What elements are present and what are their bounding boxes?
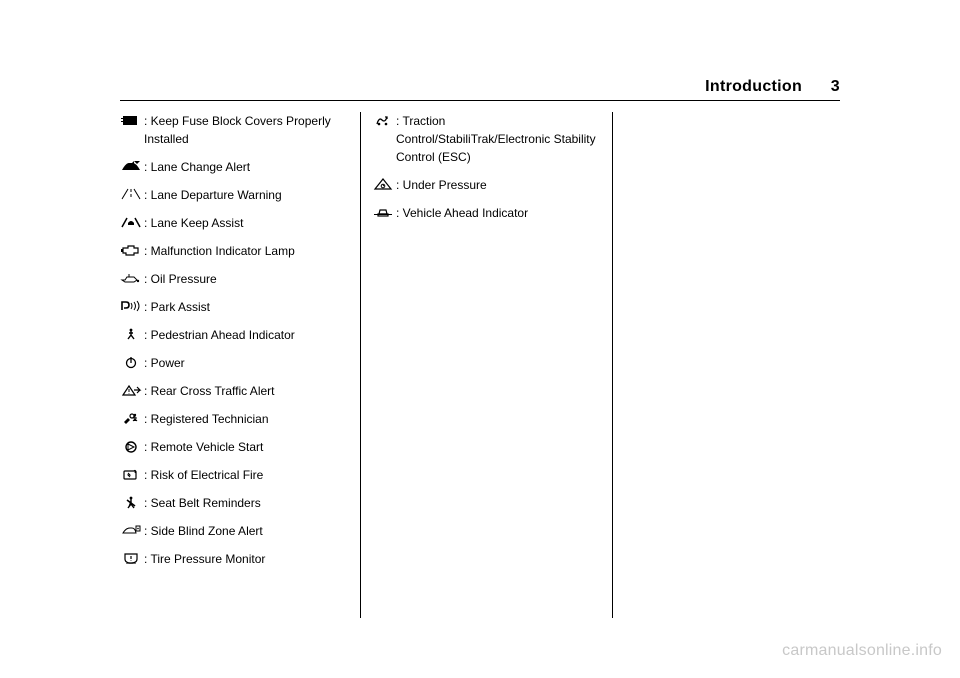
symbol-entry: : Pedestrian Ahead Indicator [120, 326, 348, 344]
symbol-entry: : Oil Pressure [120, 270, 348, 288]
column-1: : Keep Fuse Block Covers Properly Instal… [120, 112, 348, 618]
symbol-entry: : Rear Cross Traffic Alert [120, 382, 348, 400]
lane-keep-icon [120, 215, 142, 229]
page: Introduction 3 : Keep Fuse Block Covers … [0, 0, 960, 678]
symbol-description: : Vehicle Ahead Indicator [396, 204, 600, 222]
symbol-entry: : Remote Vehicle Start [120, 438, 348, 456]
remote-start-icon [120, 439, 142, 453]
park-assist-icon [120, 299, 142, 313]
traction-icon [372, 113, 394, 127]
tire-pressure-icon [120, 551, 142, 565]
symbol-entry: : Side Blind Zone Alert [120, 522, 348, 540]
symbol-entry: : Park Assist [120, 298, 348, 316]
symbol-entry: : Vehicle Ahead Indicator [372, 204, 600, 222]
malfunction-icon [120, 243, 142, 257]
column-divider-2 [612, 112, 613, 618]
symbol-description: : Malfunction Indicator Lamp [144, 242, 348, 260]
symbol-entry: : Tire Pressure Monitor [120, 550, 348, 568]
lane-change-icon [120, 159, 142, 173]
vehicle-ahead-icon [372, 205, 394, 219]
symbol-description: : Tire Pressure Monitor [144, 550, 348, 568]
symbol-description: : Seat Belt Reminders [144, 494, 348, 512]
symbol-entry: : Malfunction Indicator Lamp [120, 242, 348, 260]
symbol-description: : Lane Change Alert [144, 158, 348, 176]
symbol-entry: : Seat Belt Reminders [120, 494, 348, 512]
symbol-description: : Pedestrian Ahead Indicator [144, 326, 348, 344]
fuse-block-icon [120, 113, 142, 127]
symbol-description: : Under Pressure [396, 176, 600, 194]
header-page-number: 3 [831, 78, 840, 96]
column-divider-1 [360, 112, 361, 618]
symbol-entry: : Traction Control/StabiliTrak/Electroni… [372, 112, 600, 166]
technician-icon [120, 411, 142, 425]
symbol-description: : Remote Vehicle Start [144, 438, 348, 456]
symbol-description: : Traction Control/StabiliTrak/Electroni… [396, 112, 600, 166]
symbol-entry: : Keep Fuse Block Covers Properly Instal… [120, 112, 348, 148]
symbol-description: : Park Assist [144, 298, 348, 316]
symbol-description: : Power [144, 354, 348, 372]
pedestrian-icon [120, 327, 142, 341]
oil-pressure-icon [120, 271, 142, 285]
symbol-description: : Lane Departure Warning [144, 186, 348, 204]
symbol-description: : Risk of Electrical Fire [144, 466, 348, 484]
symbol-description: : Registered Technician [144, 410, 348, 428]
header-rule [120, 100, 840, 101]
watermark: carmanualsonline.info [782, 642, 942, 660]
columns-container: : Keep Fuse Block Covers Properly Instal… [120, 112, 840, 618]
symbol-entry: : Lane Change Alert [120, 158, 348, 176]
side-blind-icon [120, 523, 142, 537]
under-pressure-icon [372, 177, 394, 191]
lane-departure-icon [120, 187, 142, 201]
symbol-entry: : Under Pressure [372, 176, 600, 194]
symbol-entry: : Risk of Electrical Fire [120, 466, 348, 484]
symbol-description: : Side Blind Zone Alert [144, 522, 348, 540]
symbol-entry: : Registered Technician [120, 410, 348, 428]
symbol-description: : Keep Fuse Block Covers Properly Instal… [144, 112, 348, 148]
symbol-description: : Lane Keep Assist [144, 214, 348, 232]
symbol-description: : Oil Pressure [144, 270, 348, 288]
symbol-entry: : Lane Departure Warning [120, 186, 348, 204]
rear-cross-icon [120, 383, 142, 397]
symbol-description: : Rear Cross Traffic Alert [144, 382, 348, 400]
page-header: Introduction 3 [120, 78, 840, 96]
column-2: : Traction Control/StabiliTrak/Electroni… [372, 112, 600, 618]
power-icon [120, 355, 142, 369]
symbol-entry: : Lane Keep Assist [120, 214, 348, 232]
seat-belt-icon [120, 495, 142, 509]
electrical-fire-icon [120, 467, 142, 481]
column-3 [624, 112, 852, 618]
header-title: Introduction [705, 78, 802, 96]
symbol-entry: : Power [120, 354, 348, 372]
